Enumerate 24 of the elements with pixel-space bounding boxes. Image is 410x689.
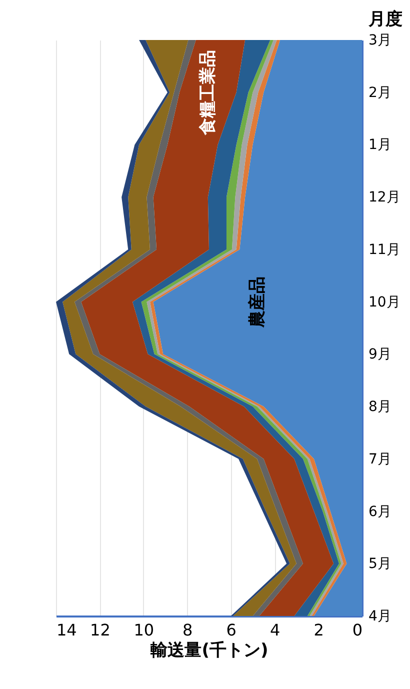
- y-tick-label: 10月: [368, 294, 400, 310]
- x-tick-label: 6: [226, 620, 236, 640]
- y-tick-label: 9月: [368, 346, 392, 363]
- series-label: 農産品: [248, 276, 268, 328]
- x-tick-label: 14: [56, 620, 77, 640]
- y-tick-label: 4月: [368, 608, 392, 624]
- x-axis-title: 輸送量(千トン): [150, 640, 268, 660]
- x-tick-label: 2: [314, 620, 324, 640]
- y-tick-label: 6月: [368, 504, 392, 520]
- x-tick-label: 10: [134, 620, 154, 640]
- series-label: 食糧工業品: [198, 50, 218, 136]
- x-tick-label: 8: [182, 620, 193, 640]
- x-tick-label: 4: [270, 620, 280, 640]
- y-axis-title: 月度: [368, 10, 402, 30]
- y-tick-label: 11月: [368, 242, 400, 258]
- y-tick-label: 8月: [368, 399, 392, 416]
- y-tick-label: 7月: [368, 451, 392, 468]
- y-tick-label: 2月: [368, 84, 392, 101]
- y-tick-label: 3月: [368, 32, 392, 48]
- y-tick-label: 1月: [368, 137, 392, 154]
- y-tick-label: 5月: [368, 556, 392, 572]
- y-tick-label: 12月: [368, 190, 400, 206]
- x-tick-label: 12: [90, 620, 110, 640]
- x-tick-label: 0: [352, 620, 362, 640]
